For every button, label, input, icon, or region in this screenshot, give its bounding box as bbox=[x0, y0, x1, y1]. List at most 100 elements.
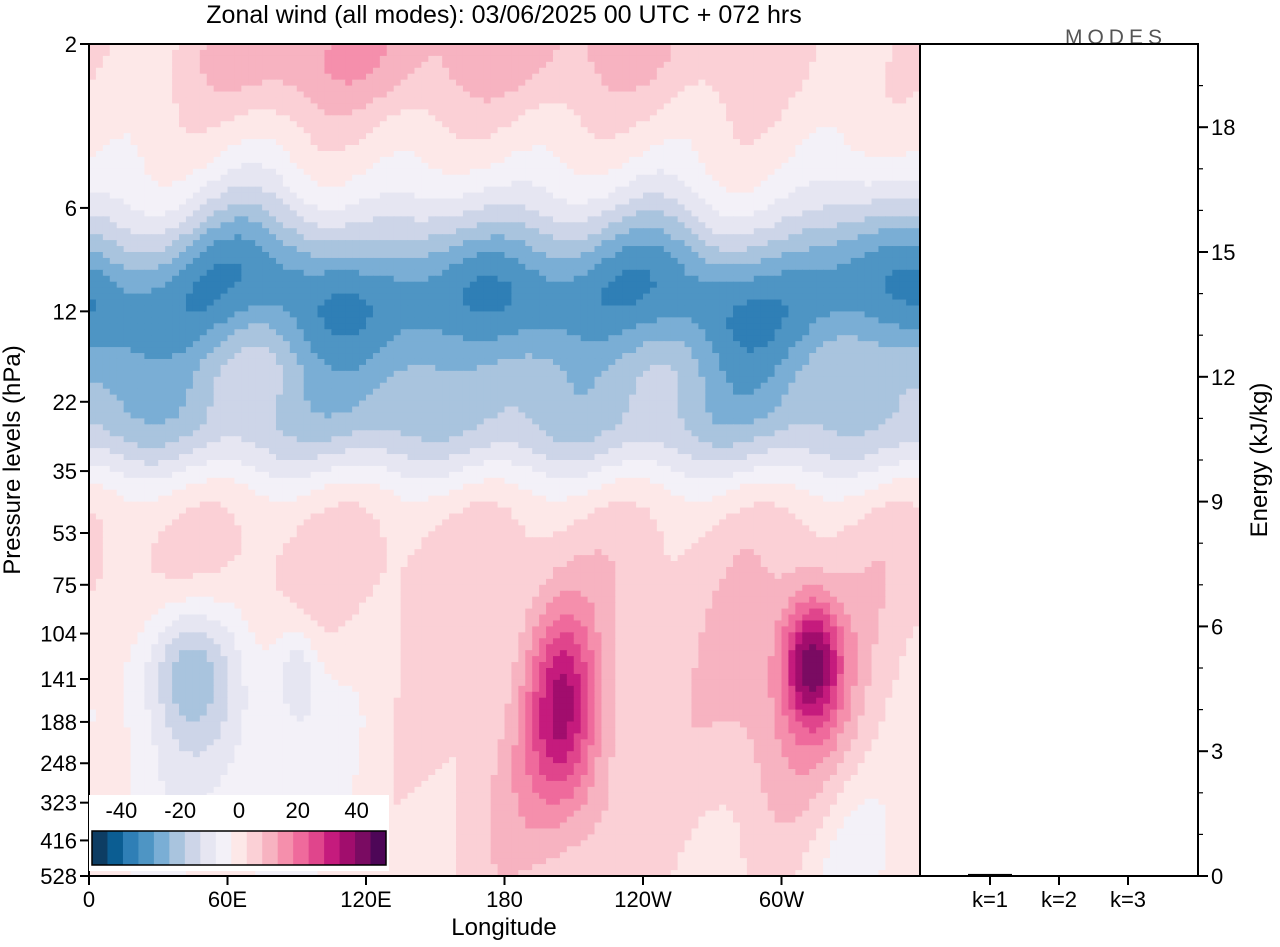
heatmap-cell bbox=[726, 55, 734, 63]
heatmap-cell bbox=[857, 121, 866, 128]
heatmap-cell bbox=[130, 91, 139, 99]
heatmap-cell bbox=[248, 234, 256, 241]
heatmap-cell bbox=[643, 61, 651, 69]
heatmap-cell bbox=[158, 162, 166, 170]
heatmap-cell bbox=[116, 287, 125, 295]
heatmap-cell bbox=[906, 133, 914, 140]
heatmap-cell bbox=[109, 145, 118, 152]
heatmap-cell bbox=[102, 85, 111, 93]
heatmap-cell bbox=[282, 150, 291, 158]
heatmap-cell bbox=[227, 275, 236, 283]
heatmap-cell bbox=[684, 263, 693, 271]
heatmap-cell bbox=[469, 85, 478, 93]
heatmap-cell bbox=[774, 204, 783, 211]
heatmap-cell bbox=[913, 216, 920, 223]
heatmap-cell bbox=[774, 269, 783, 277]
heatmap-cell bbox=[144, 216, 152, 223]
heatmap-cell bbox=[816, 174, 824, 182]
heatmap-cell bbox=[871, 91, 880, 99]
heatmap-cell bbox=[663, 127, 672, 134]
heatmap-cell bbox=[850, 115, 859, 122]
heatmap-cell bbox=[878, 150, 886, 158]
heatmap-cell bbox=[546, 156, 554, 164]
heatmap-cell bbox=[123, 210, 132, 217]
heatmap-cell bbox=[227, 115, 236, 122]
heatmap-cell bbox=[850, 269, 859, 277]
heatmap-cell bbox=[324, 127, 332, 134]
heatmap-cell bbox=[303, 204, 312, 211]
heatmap-cell bbox=[449, 216, 457, 223]
heatmap-cell bbox=[352, 67, 360, 75]
heatmap-cell bbox=[511, 204, 519, 211]
heatmap-cell bbox=[456, 275, 464, 283]
heatmap-cell bbox=[802, 139, 810, 146]
heatmap-cell bbox=[539, 198, 547, 206]
heatmap-cell bbox=[331, 204, 339, 211]
heatmap-cell bbox=[760, 192, 769, 200]
heatmap-cell bbox=[241, 210, 249, 217]
heatmap-cell bbox=[317, 216, 326, 223]
heatmap-cell bbox=[525, 139, 533, 146]
heatmap-cell bbox=[262, 97, 270, 105]
heatmap-cell bbox=[788, 145, 796, 152]
heatmap-cell bbox=[269, 55, 277, 63]
heatmap-cell bbox=[109, 85, 118, 93]
heatmap-cell bbox=[511, 216, 519, 223]
heatmap-cell bbox=[352, 139, 360, 146]
heatmap-cell bbox=[462, 186, 471, 194]
heatmap-cell bbox=[739, 263, 748, 271]
heatmap-cell bbox=[649, 192, 658, 200]
heatmap-cell bbox=[476, 234, 485, 241]
heatmap-cell bbox=[829, 275, 838, 283]
heatmap-cell bbox=[255, 91, 263, 99]
heatmap-cell bbox=[726, 246, 734, 253]
heatmap-cell bbox=[490, 257, 499, 265]
heatmap-cell bbox=[151, 168, 159, 176]
heatmap-cell bbox=[594, 281, 603, 289]
heatmap-cell bbox=[788, 204, 796, 211]
heatmap-cell bbox=[435, 263, 443, 271]
heatmap-cell bbox=[511, 156, 519, 164]
heatmap-cell bbox=[864, 150, 873, 158]
heatmap-cell bbox=[137, 85, 145, 93]
heatmap-cell bbox=[746, 246, 755, 253]
heatmap-cell bbox=[587, 156, 596, 164]
heatmap-cell bbox=[144, 186, 152, 194]
heatmap-cell bbox=[199, 67, 208, 75]
heatmap-cell bbox=[774, 156, 783, 164]
heatmap-cell bbox=[165, 192, 173, 200]
heatmap-cell bbox=[878, 198, 886, 206]
heatmap-cell bbox=[116, 67, 125, 75]
heatmap-cell bbox=[449, 162, 457, 170]
heatmap-cell bbox=[719, 109, 727, 116]
heatmap-cell bbox=[739, 121, 748, 128]
heatmap-cell bbox=[359, 67, 367, 75]
heatmap-cell bbox=[760, 121, 769, 128]
heatmap-cell bbox=[878, 79, 886, 87]
heatmap-cell bbox=[192, 198, 201, 206]
chart-title: Zonal wind (all modes): 03/06/2025 00 UT… bbox=[206, 1, 801, 29]
heatmap-cell bbox=[234, 257, 242, 265]
heatmap-cell bbox=[795, 275, 803, 283]
heatmap-cell bbox=[518, 103, 526, 110]
heatmap-cell bbox=[449, 234, 457, 241]
heatmap-cell bbox=[767, 85, 776, 93]
heatmap-cell bbox=[476, 192, 485, 200]
heatmap-cell bbox=[587, 79, 596, 87]
heatmap-cell bbox=[857, 61, 866, 69]
heatmap-cell bbox=[705, 234, 713, 241]
heatmap-cell bbox=[116, 115, 125, 122]
heatmap-cell bbox=[241, 79, 249, 87]
heatmap-cell bbox=[456, 257, 464, 265]
heatmap-cell bbox=[525, 73, 533, 81]
heatmap-cell bbox=[130, 127, 139, 134]
heatmap-cell bbox=[462, 150, 471, 158]
heatmap-cell bbox=[89, 44, 97, 51]
heatmap-cell bbox=[608, 198, 616, 206]
heatmap-cell bbox=[303, 287, 312, 295]
heatmap-cell bbox=[899, 222, 907, 229]
heatmap-cell bbox=[310, 145, 319, 152]
heatmap-cell bbox=[795, 67, 803, 75]
heatmap-cell bbox=[227, 240, 236, 247]
heatmap-cell bbox=[490, 252, 499, 259]
